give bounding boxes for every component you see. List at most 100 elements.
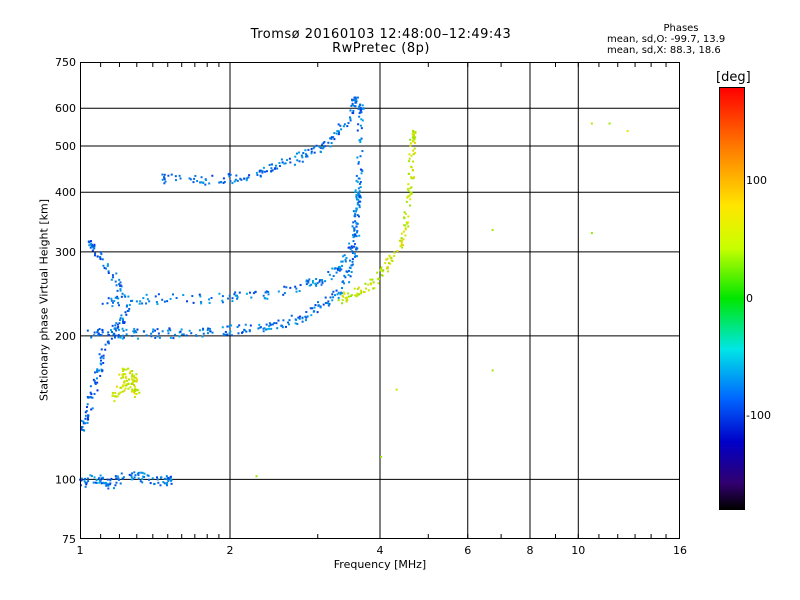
echo-point	[86, 416, 89, 419]
echo-point	[336, 293, 339, 296]
echo-point	[114, 296, 117, 299]
echo-point	[315, 283, 318, 286]
echo-point	[404, 224, 407, 227]
echo-point	[133, 376, 136, 379]
echo-point	[350, 104, 353, 107]
echo-point	[124, 295, 127, 298]
x-tick-label: 2	[227, 544, 234, 557]
echo-point	[359, 104, 362, 107]
echo-point	[99, 258, 102, 261]
echo-point	[130, 382, 133, 385]
echo-point	[300, 154, 303, 157]
echo-point	[161, 330, 164, 333]
echo-point	[122, 336, 125, 339]
echo-point	[294, 155, 297, 158]
echo-point	[245, 179, 248, 182]
echo-point	[100, 355, 103, 358]
echo-point	[119, 281, 122, 284]
echo-point	[236, 179, 239, 182]
echo-point	[344, 258, 347, 261]
echo-point	[271, 323, 274, 326]
echo-point	[390, 256, 393, 259]
echo-point	[122, 476, 125, 479]
echo-point	[409, 198, 412, 201]
echo-point	[340, 268, 343, 271]
echo-point	[354, 191, 357, 194]
echo-point	[380, 266, 383, 269]
echo-point	[141, 481, 144, 484]
echo-point	[127, 387, 130, 390]
echo-point	[157, 332, 160, 335]
echo-point	[131, 373, 134, 376]
echo-point	[121, 320, 124, 323]
echo-point	[395, 388, 398, 391]
echo-point	[226, 325, 229, 328]
echo-point	[124, 376, 127, 379]
echo-point	[116, 475, 119, 478]
echo-point	[414, 130, 417, 133]
echo-point	[169, 476, 172, 479]
echo-point	[132, 478, 135, 481]
echo-point	[99, 251, 102, 254]
echo-point	[122, 329, 125, 332]
echo-point	[137, 474, 140, 477]
echo-point	[90, 408, 93, 411]
echo-point	[339, 268, 342, 271]
echo-point	[268, 163, 271, 166]
echo-point	[335, 132, 338, 135]
echo-point	[353, 245, 356, 248]
echo-point	[404, 212, 407, 215]
echo-point	[95, 478, 98, 481]
echo-point	[318, 146, 321, 149]
echo-point	[127, 382, 130, 385]
echo-point	[336, 268, 339, 271]
echo-point	[133, 331, 136, 334]
echo-point	[102, 264, 105, 267]
echo-point	[414, 136, 417, 139]
echo-point	[320, 279, 323, 282]
echo-point	[117, 334, 120, 337]
echo-point	[354, 189, 357, 192]
echo-point	[273, 322, 276, 325]
echo-point	[228, 294, 231, 297]
echo-point	[230, 324, 233, 327]
echo-point	[403, 224, 406, 227]
echo-point	[243, 328, 246, 331]
echo-point	[322, 146, 325, 149]
echo-point	[136, 472, 139, 475]
echo-point	[305, 280, 308, 283]
echo-point	[223, 334, 226, 337]
echo-point	[399, 245, 402, 248]
echo-point	[320, 283, 323, 286]
echo-point	[341, 264, 344, 267]
echo-point	[192, 181, 195, 184]
echo-point	[236, 297, 239, 300]
echo-point	[107, 487, 110, 490]
echo-point	[294, 318, 297, 321]
echo-point	[324, 296, 327, 299]
echo-point	[356, 292, 359, 295]
echo-point	[342, 295, 345, 298]
echo-point	[356, 247, 359, 250]
echo-point	[343, 292, 346, 295]
echo-point	[151, 477, 154, 480]
echo-point	[100, 482, 103, 485]
echo-point	[296, 159, 299, 162]
echo-point	[333, 294, 336, 297]
echo-point	[307, 281, 310, 284]
echo-point	[626, 130, 629, 133]
echo-point	[99, 362, 102, 365]
echo-point	[258, 169, 261, 172]
echo-point	[372, 287, 375, 290]
echo-point	[107, 271, 110, 274]
echo-point	[290, 314, 293, 317]
echo-point	[355, 98, 358, 101]
echo-point	[350, 294, 353, 297]
echo-point	[93, 254, 96, 257]
echo-point	[113, 299, 116, 302]
echo-point	[157, 481, 160, 484]
echo-point	[400, 237, 403, 240]
echo-point	[357, 198, 360, 201]
echo-point	[110, 278, 113, 281]
echo-point	[127, 367, 130, 370]
